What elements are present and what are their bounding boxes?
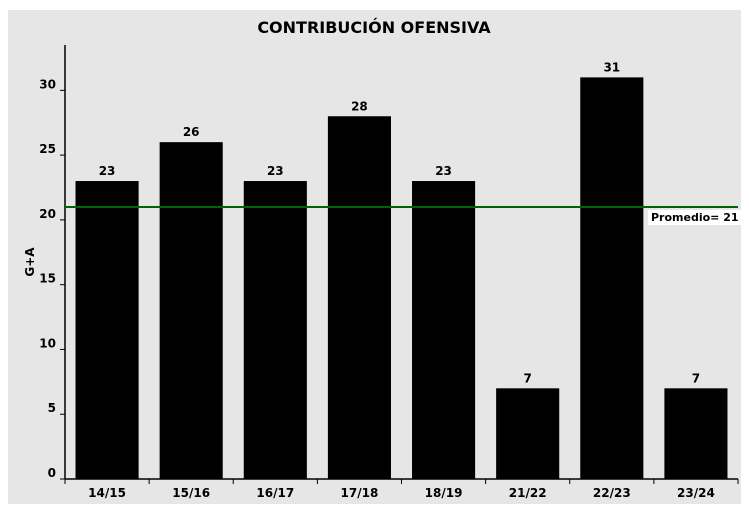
chart-title: CONTRIBUCIÓN OFENSIVA: [257, 18, 491, 37]
bar: [75, 181, 139, 479]
bar: [496, 388, 560, 479]
bar-value-label: 7: [524, 371, 532, 385]
bar-value-label: 7: [692, 371, 700, 385]
y-tick-label: 15: [39, 272, 56, 286]
y-tick-label: 5: [48, 401, 56, 415]
bar-value-label: 31: [603, 60, 620, 74]
x-tick-label: 17/18: [341, 486, 379, 500]
bar-value-label: 28: [351, 99, 368, 113]
bar-value-label: 23: [267, 164, 284, 178]
y-tick-label: 30: [39, 77, 56, 91]
plot-area: 0 5 10 15 20 25 30 23 14/15 26 15/16 23 16/17 28 17/18…: [39, 45, 742, 500]
y-tick-label: 25: [39, 142, 56, 156]
bar: [664, 388, 728, 479]
x-tick-label: 22/23: [593, 486, 631, 500]
bar: [327, 116, 391, 480]
bar: [159, 142, 223, 479]
bar-value-label: 23: [99, 164, 116, 178]
x-tick-label: 15/16: [172, 486, 210, 500]
bar-value-label: 26: [183, 125, 200, 139]
x-tick-label: 16/17: [256, 486, 294, 500]
x-tick-label: 14/15: [88, 486, 126, 500]
y-tick-label: 0: [48, 466, 56, 480]
bar: [580, 77, 644, 479]
y-tick-label: 20: [39, 207, 56, 221]
x-tick-label: 21/22: [509, 486, 547, 500]
bar: [243, 181, 307, 479]
x-tick-label: 18/19: [425, 486, 463, 500]
bar: [412, 181, 476, 479]
x-tick-label: 23/24: [677, 486, 715, 500]
y-tick-label: 10: [39, 336, 56, 350]
average-label: Promedio= 21: [651, 211, 739, 224]
y-axis-label: G+A: [23, 247, 37, 277]
bar-value-label: 23: [435, 164, 452, 178]
average-label-background: [648, 209, 742, 225]
